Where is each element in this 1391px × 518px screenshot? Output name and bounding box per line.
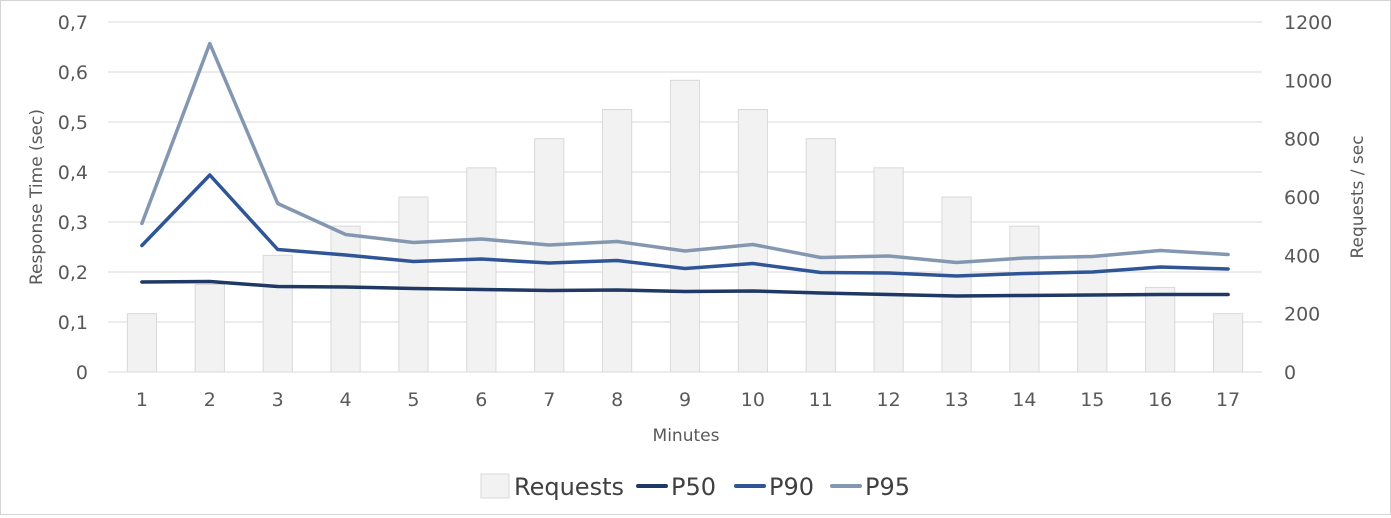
request-bar: [1212, 313, 1244, 373]
request-bar: [941, 196, 972, 373]
x-tick-label: 16: [1148, 389, 1172, 411]
request-bars: [126, 79, 1244, 373]
x-tick-label: 9: [679, 389, 691, 411]
x-tick-label: 14: [1012, 389, 1036, 411]
legend-label-requests: Requests: [514, 473, 624, 501]
x-tick-label: 15: [1080, 389, 1104, 411]
request-bar: [1145, 286, 1176, 373]
legend-label-p50: P50: [671, 473, 716, 501]
x-tick-label: 6: [475, 389, 487, 411]
y-axis-left-title: Response Time (sec): [27, 109, 47, 285]
latency-lines: [140, 41, 1230, 298]
y-left-tick-label: 0,5: [58, 112, 88, 134]
legend-label-p90: P90: [769, 473, 814, 501]
x-tick-label: 13: [944, 389, 968, 411]
y-right-tick-label: 200: [1284, 304, 1320, 326]
series-line-p50: [140, 279, 1230, 298]
x-tick-label: 12: [877, 389, 901, 411]
x-tick-label: 2: [204, 389, 216, 411]
request-bar: [1077, 254, 1108, 373]
y-right-tick-label: 1000: [1284, 70, 1332, 92]
y-left-tick-label: 0,7: [58, 12, 88, 34]
request-bar: [466, 167, 497, 373]
x-tick-label: 3: [272, 389, 284, 411]
y-left-tick-label: 0,4: [58, 162, 88, 184]
y-left-tick-label: 0,1: [58, 312, 88, 334]
request-bar: [737, 109, 768, 373]
legend: Requests P50 P90 P95: [480, 473, 910, 501]
request-bar: [873, 167, 904, 373]
request-bar: [262, 254, 293, 373]
y-right-tick-label: 800: [1284, 129, 1320, 151]
y-left-tick-label: 0,3: [58, 212, 88, 234]
legend-swatch-requests: [480, 473, 510, 499]
x-tick-label: 5: [407, 389, 419, 411]
request-bar: [669, 79, 701, 373]
legend-label-p95: P95: [865, 473, 910, 501]
left-axis-ticks: 0 0,1 0,2 0,3 0,4 0,5 0,6 0,7: [58, 12, 88, 384]
y-left-tick-label: 0,2: [58, 262, 88, 284]
x-tick-label: 1: [136, 389, 148, 411]
request-bar: [126, 313, 158, 373]
x-tick-label: 7: [543, 389, 555, 411]
x-tick-label: 4: [340, 389, 352, 411]
y-right-tick-label: 1200: [1284, 12, 1332, 34]
request-bar: [1009, 225, 1040, 373]
request-bar: [330, 225, 361, 373]
x-axis-title: Minutes: [653, 426, 720, 446]
x-tick-label: 10: [741, 389, 765, 411]
x-axis-ticks: 1 2 3 4 5 6 7 8 9 10 11 12 13 14 15 16 17: [136, 389, 1240, 411]
y-axis-right-title: Requests / sec: [1348, 135, 1368, 258]
x-tick-label: 8: [611, 389, 623, 411]
request-bar: [194, 284, 225, 373]
series-line-p95: [140, 41, 1230, 265]
series-line-p90: [140, 173, 1230, 278]
y-right-tick-label: 600: [1284, 187, 1320, 209]
y-right-tick-label: 400: [1284, 245, 1320, 267]
y-right-tick-label: 0: [1284, 362, 1296, 384]
request-bar: [398, 196, 429, 373]
right-axis-ticks: 0 200 400 600 800 1000 1200: [1284, 12, 1332, 384]
y-left-tick-label: 0,6: [58, 62, 88, 84]
x-tick-label: 11: [809, 389, 833, 411]
x-tick-label: 17: [1216, 389, 1240, 411]
request-bar: [534, 138, 565, 373]
y-left-tick-label: 0: [76, 362, 88, 384]
